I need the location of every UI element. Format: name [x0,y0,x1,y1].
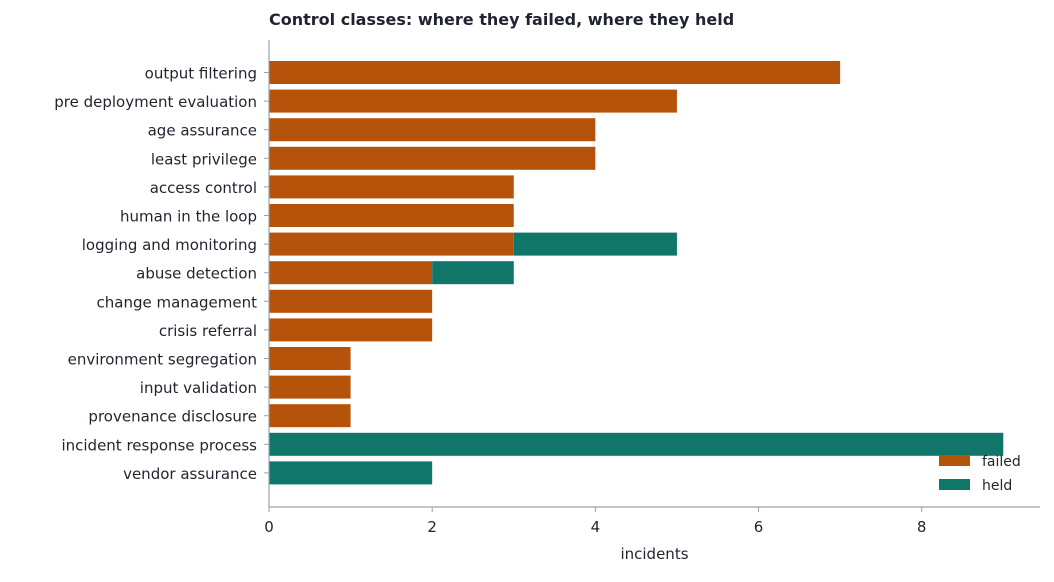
bar-failed [269,375,351,399]
x-tick-label: 8 [917,518,927,536]
bar-failed [269,261,433,285]
legend-swatch-failed [939,455,970,466]
y-tick-label: change management [97,293,258,311]
y-tick-label: pre deployment evaluation [54,93,257,111]
bar-failed [269,61,841,84]
bar-held [432,261,514,285]
y-tick-label: logging and monitoring [82,236,257,254]
bar-failed [269,89,677,113]
y-tick-label: vendor assurance [123,465,257,483]
bar-failed [269,118,596,142]
y-tick-label: input validation [140,379,257,397]
bar-failed [269,318,433,342]
y-tick-label: human in the loop [120,208,257,226]
y-tick-label: least privilege [151,150,257,168]
bar-held [269,461,433,485]
bar-failed [269,404,351,428]
y-tick-label: access control [150,179,257,197]
bar-failed [269,289,433,313]
legend-swatch-held [939,479,970,490]
x-axis-label: incidents [620,545,688,563]
y-tick-label: abuse detection [136,265,257,283]
legend-label-held: held [982,478,1012,494]
bar-failed [269,232,514,256]
y-tick-label: age assurance [148,122,257,140]
bar-failed [269,146,596,170]
x-tick-label: 4 [591,518,601,536]
bar-held [269,432,1004,456]
x-tick-label: 6 [754,518,764,536]
y-tick-label: output filtering [145,65,257,83]
bar-failed [269,175,514,199]
x-tick-label: 2 [427,518,437,536]
x-tick-label: 0 [264,518,274,536]
bar-failed [269,347,351,370]
chart-title: Control classes: where they failed, wher… [269,10,735,29]
y-tick-label: environment segregation [68,351,257,369]
bar-failed [269,204,514,227]
y-tick-label: provenance disclosure [88,408,257,426]
y-tick-label: crisis referral [159,322,257,340]
legend-label-failed: failed [982,454,1021,470]
y-tick-label: incident response process [61,436,257,454]
bar-held [513,232,677,256]
